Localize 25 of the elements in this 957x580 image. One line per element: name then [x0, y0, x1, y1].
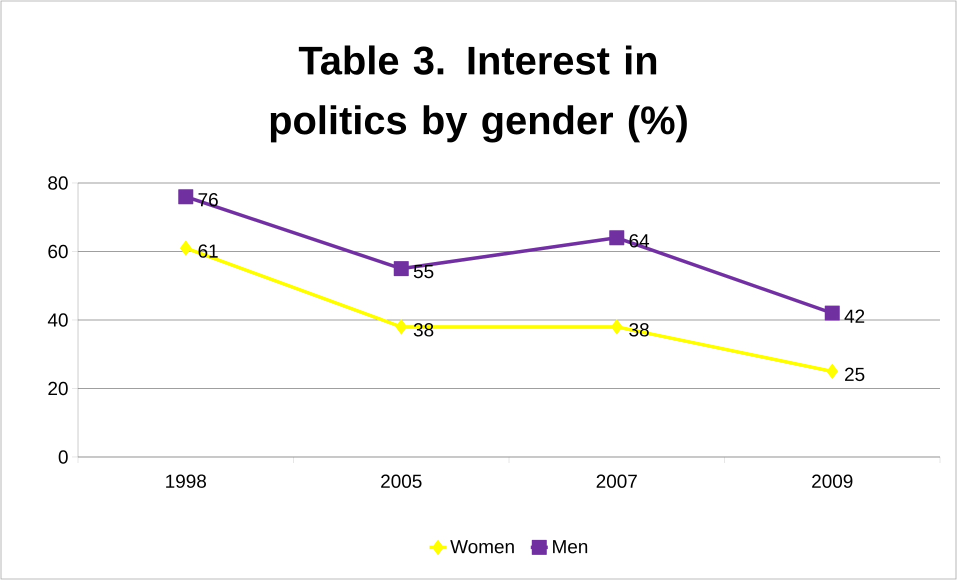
data-label: 25: [845, 368, 864, 382]
point: [180, 240, 192, 256]
point: [396, 319, 408, 334]
y-tick-label: 20: [48, 382, 68, 396]
point: [824, 306, 840, 321]
legend-label: Women: [450, 540, 514, 554]
x-tick-label: 2005: [381, 474, 422, 488]
point: [611, 319, 623, 334]
point: [609, 230, 624, 246]
data-label: 64: [630, 234, 650, 248]
point: [178, 189, 194, 204]
chart-title: Table 3. Interest in politics by gender (%): [270, 45, 687, 143]
data-label: 42: [844, 310, 864, 323]
point: [394, 261, 409, 276]
x-tick-label: 1998: [166, 474, 206, 488]
y-tick-label: 80: [48, 176, 68, 190]
point: [826, 364, 838, 379]
data-label: 55: [414, 265, 434, 278]
y-tick-label: 40: [48, 313, 68, 327]
legend-label: Men: [553, 540, 588, 554]
x-tick-label: 2007: [596, 474, 637, 488]
data-label: 61: [198, 244, 218, 258]
y-tick-label: 0: [58, 450, 68, 464]
y-tick-label: 60: [48, 244, 68, 258]
x-tick-label: 2009: [812, 474, 852, 488]
